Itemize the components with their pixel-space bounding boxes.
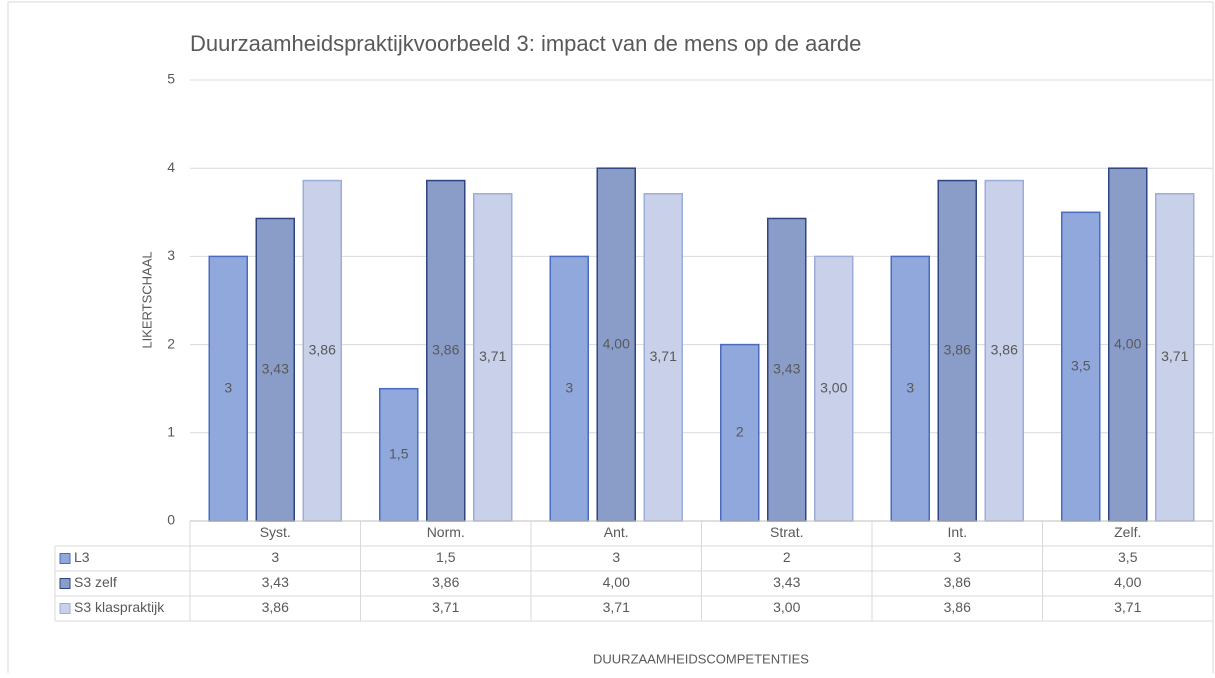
legend-label: S3 klaspraktijk: [74, 599, 165, 615]
legend-label: L3: [74, 549, 90, 565]
y-tick-label: 1: [167, 424, 175, 440]
bar: [255, 217, 295, 522]
data-label: 3: [565, 379, 573, 395]
table-cell: 3: [612, 549, 620, 565]
data-label: 3,86: [309, 341, 336, 357]
legend-key: [59, 553, 71, 564]
bar: [643, 193, 683, 522]
table-cell: 3,43: [262, 574, 289, 590]
x-tick-label: Ant.: [604, 524, 629, 540]
bar: [473, 193, 513, 522]
bar: [549, 255, 589, 522]
legend-label: S3 zelf: [74, 574, 117, 590]
table-cell: 4,00: [603, 574, 630, 590]
table-cell: 3: [271, 549, 279, 565]
y-tick-label: 4: [167, 159, 175, 175]
data-label: 4,00: [1114, 335, 1141, 351]
x-tick-label: Norm.: [427, 524, 465, 540]
data-label: 3,86: [991, 341, 1018, 357]
table-cell: 3,86: [944, 599, 971, 615]
x-axis-title: DUURZAAMHEIDSCOMPETENTIES: [593, 651, 809, 666]
bar: [302, 179, 342, 522]
x-tick-label: Int.: [948, 524, 967, 540]
y-tick-label: 0: [167, 512, 175, 528]
x-tick-label: Strat.: [770, 524, 803, 540]
data-label: 3,86: [432, 341, 459, 357]
table-cell: 3,43: [773, 574, 800, 590]
data-label: 3,86: [944, 341, 971, 357]
table-cell: 3,86: [944, 574, 971, 590]
bar: [767, 217, 807, 522]
bar: [379, 387, 419, 522]
bar: [1061, 211, 1101, 522]
x-tick-label: Zelf.: [1114, 524, 1141, 540]
table-cell: 3,71: [1114, 599, 1141, 615]
bar: [890, 255, 930, 522]
data-label: 3: [224, 379, 232, 395]
table-cell: 3,5: [1118, 549, 1138, 565]
y-axis-title: LIKERTSCHAAL: [139, 251, 154, 348]
bar: [1108, 167, 1148, 522]
data-label: 3,43: [773, 360, 800, 376]
bar: [426, 179, 466, 522]
chart-frame: [7, 1, 1214, 678]
y-tick-label: 5: [167, 71, 175, 87]
data-label: 3,43: [262, 360, 289, 376]
table-cell: 3,00: [773, 599, 800, 615]
bar: [814, 255, 854, 522]
data-label: 3,71: [650, 348, 677, 364]
table-cell: 3,86: [432, 574, 459, 590]
data-label: 3,00: [820, 379, 847, 395]
table-cell: 3,71: [603, 599, 630, 615]
data-label: 4,00: [603, 335, 630, 351]
table-cell: 1,5: [436, 549, 456, 565]
legend-key: [59, 578, 71, 589]
bar: [984, 179, 1024, 522]
legend-key: [59, 603, 71, 614]
x-tick-label: Syst.: [260, 524, 291, 540]
data-label: 2: [736, 424, 744, 440]
table-cell: 2: [783, 549, 791, 565]
chart-title: Duurzaamheidspraktijkvoorbeeld 3: impact…: [190, 31, 861, 56]
data-label: 1,5: [389, 446, 409, 462]
data-label: 3: [906, 379, 914, 395]
bar: [1155, 193, 1195, 522]
y-tick-label: 3: [167, 247, 175, 263]
y-tick-label: 2: [167, 335, 175, 351]
data-label: 3,71: [1161, 348, 1188, 364]
bar: [720, 343, 760, 522]
data-label: 3,71: [479, 348, 506, 364]
table-cell: 3,71: [432, 599, 459, 615]
table-cell: 3: [953, 549, 961, 565]
data-label: 3,5: [1071, 357, 1091, 373]
bar: [937, 179, 977, 522]
table-cell: 4,00: [1114, 574, 1141, 590]
table-cell: 3,86: [262, 599, 289, 615]
